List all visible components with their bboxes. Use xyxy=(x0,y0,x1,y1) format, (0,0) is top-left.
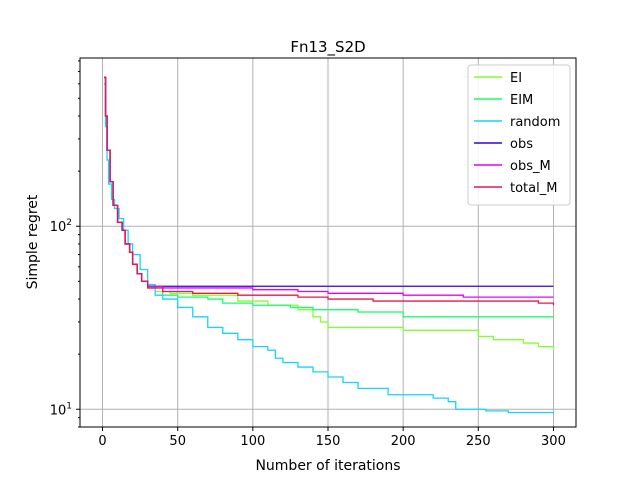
y-tick-base: 10 xyxy=(50,403,67,418)
legend-label: total_M xyxy=(510,181,557,196)
series-lines xyxy=(104,76,555,414)
y-axis-title: Simple regret xyxy=(25,194,41,289)
y-tick-base: 10 xyxy=(50,220,67,235)
legend-box xyxy=(467,64,571,206)
legend-label: EI xyxy=(510,71,522,86)
x-axis-title: Number of iterations xyxy=(255,458,400,474)
y-tick-exponent: 1 xyxy=(66,401,72,411)
x-tick-label: 0 xyxy=(98,434,106,449)
x-tick-label: 50 xyxy=(169,434,186,449)
chart-title: Fn13_S2D xyxy=(290,38,365,57)
x-tick-label: 250 xyxy=(466,434,491,449)
legend-label: obs_M xyxy=(510,159,551,174)
y-tick-exponent: 2 xyxy=(66,218,72,228)
series-line-random xyxy=(104,83,555,414)
legend: EI EIM random obs obs_M total_M xyxy=(467,64,571,206)
y-tick-label: 102 xyxy=(50,218,72,235)
legend-label: EIM xyxy=(510,93,533,108)
x-tick-label: 100 xyxy=(240,434,265,449)
grid xyxy=(80,58,576,427)
legend-label: random xyxy=(510,115,560,130)
x-tick-label: 150 xyxy=(316,434,341,449)
series-line-total-m xyxy=(104,76,555,306)
y-tick-label: 101 xyxy=(50,401,72,418)
x-tick-label: 300 xyxy=(541,434,566,449)
x-axis: 0 50 100 150 200 250 300 xyxy=(98,427,566,449)
legend-label: obs xyxy=(510,137,533,152)
x-tick-label: 200 xyxy=(391,434,416,449)
